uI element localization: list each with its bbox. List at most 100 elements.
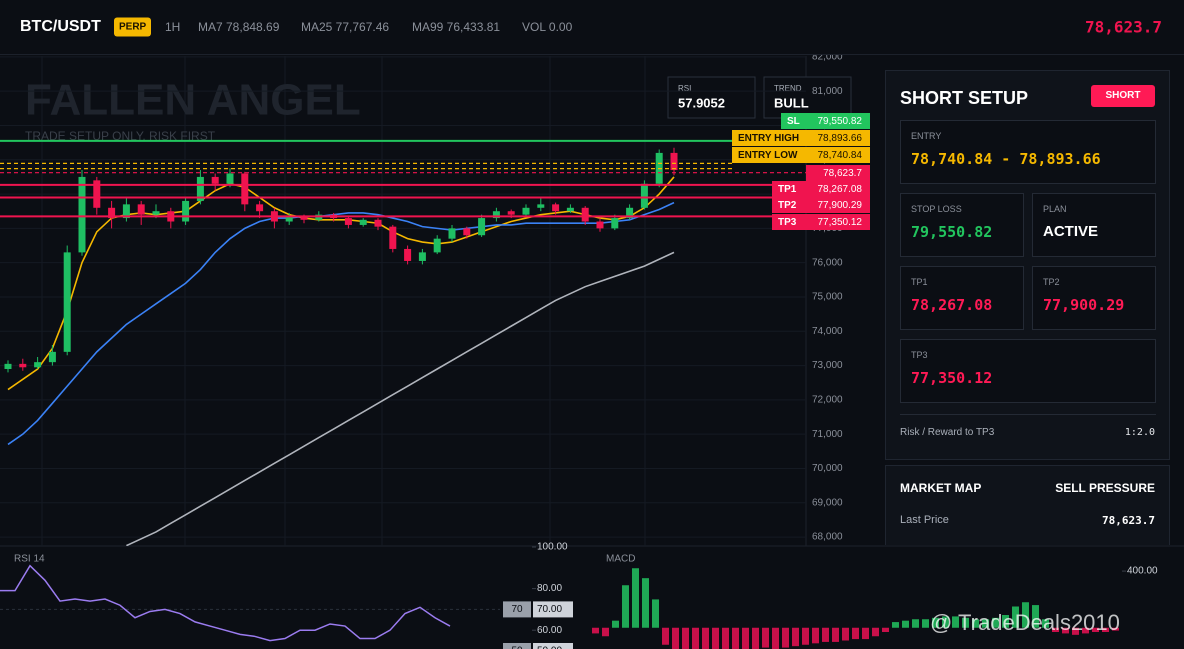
level-label-box (781, 113, 870, 129)
y-tick-label: 74,000 (812, 326, 843, 337)
tp2-label: TP2 (1043, 277, 1060, 287)
candle-body (241, 173, 249, 205)
macd-bar (1002, 615, 1009, 628)
candle-body (300, 216, 308, 220)
trend-box (763, 76, 852, 119)
y-tick-label: 70,000 (812, 463, 843, 474)
rsi-level-box (503, 601, 531, 618)
tp1-value: 78,267.08 (911, 296, 993, 314)
y-tick-label: 75,000 (812, 292, 843, 303)
macd-bar (682, 627, 689, 649)
macd-bar (602, 627, 609, 637)
macd-bar (1052, 627, 1059, 632)
rsi-tick-label: 100.00 (537, 542, 568, 553)
trend-box-label: TREND (774, 84, 802, 93)
macd-bar (842, 627, 849, 641)
candle-body (463, 228, 471, 236)
market-map-title: MARKET MAP (900, 481, 982, 495)
candle-body (211, 176, 219, 184)
rsi-level-box (533, 601, 573, 618)
rsi-level-box (533, 643, 573, 649)
plan-label: PLAN (1043, 204, 1067, 214)
vertical-grid (41, 56, 646, 546)
macd-bar (912, 619, 919, 628)
macd-bar (932, 617, 939, 628)
macd-bar (902, 620, 909, 628)
candle-body (522, 207, 530, 215)
moving-average (7, 201, 675, 446)
ma99: MA99 76,433.81 (412, 20, 501, 34)
y-tick-label: 81,000 (812, 86, 843, 97)
macd-bar (612, 620, 619, 628)
y-tick-label: 68,000 (812, 532, 843, 543)
candle-body (256, 204, 264, 212)
y-tick-label: 73,000 (812, 360, 843, 371)
candle-body (611, 218, 619, 229)
macd-bar (642, 578, 649, 628)
macd-bar (762, 627, 769, 648)
macd-bar (742, 627, 749, 649)
macd-bar (772, 627, 779, 649)
macd-bar (892, 622, 899, 628)
candle-body (152, 211, 160, 215)
macd-bar (1022, 602, 1029, 628)
macd-bar (832, 627, 839, 642)
macd-bar (802, 627, 809, 645)
macd-bar (1092, 627, 1099, 632)
ma7: MA7 78,848.69 (198, 20, 280, 34)
panel-title: SHORT SETUP (900, 88, 1029, 108)
level-label-box (772, 181, 870, 197)
macd-bar (1072, 627, 1079, 635)
y-tick-label: 69,000 (812, 497, 843, 508)
entry-label: ENTRY (911, 131, 942, 141)
level-label-box (732, 147, 870, 163)
y-tick-label: 76,000 (812, 257, 843, 268)
macd-bar (722, 627, 729, 649)
plan-value: ACTIVE (1043, 223, 1099, 240)
macd-bar (592, 627, 599, 634)
macd-bar (702, 627, 709, 649)
short-badge[interactable]: SHORT (1091, 85, 1155, 107)
timeframe[interactable]: 1H (165, 20, 181, 34)
level-name: TP3 (778, 217, 797, 228)
last-price-label: Last Price (900, 514, 949, 526)
macd-bar (852, 627, 859, 640)
risk-reward-value: 1:2.0 (1124, 427, 1155, 438)
y-tick-label: 82,000 (812, 55, 843, 63)
tp2-value: 77,900.29 (1043, 296, 1125, 314)
level-name: ENTRY HIGH (738, 133, 799, 144)
macd-bar (782, 627, 789, 648)
candle-body (344, 218, 352, 225)
candle-body (226, 173, 234, 184)
rsi-box (667, 76, 756, 119)
tp3-value: 77,350.12 (911, 369, 993, 387)
tp1-card: TP1 78,267.08 (900, 266, 1024, 330)
macd-series (592, 568, 1119, 649)
y-tick-label: 72,000 (812, 395, 843, 406)
level-price: 78,740.84 (818, 150, 863, 161)
level-label-box (772, 197, 870, 213)
candle-body (137, 204, 145, 215)
candle-body (492, 211, 500, 219)
header: BTC/USDT PERP 1H MA7 78,848.69 MA25 77,7… (0, 0, 1184, 55)
symbol: BTC/USDT (20, 18, 101, 35)
macd-bar (632, 568, 639, 628)
level-label-box (772, 214, 870, 230)
rsi-level-label: 70.00 (537, 604, 562, 615)
macd-bar (1102, 627, 1109, 632)
y-tick-label: 71,000 (812, 429, 843, 440)
candle-body (581, 207, 589, 222)
candle-body (433, 238, 441, 253)
macd-bar (652, 599, 659, 628)
macd-bar (712, 627, 719, 649)
setup-panel: SHORT SETUP SHORT ENTRY 78,740.84 - 78,8… (885, 70, 1170, 460)
entry-value: 78,740.84 - 78,893.66 (911, 150, 1101, 168)
candle-body (4, 363, 12, 370)
tp3-card: TP3 77,350.12 (900, 339, 1156, 403)
candle-body (389, 226, 397, 249)
last-price: 78,623.7 (1085, 17, 1163, 37)
macd-bar (882, 627, 889, 632)
risk-reward-label: Risk / Reward to TP3 (900, 427, 995, 438)
level-name: ENTRY LOW (738, 150, 798, 161)
